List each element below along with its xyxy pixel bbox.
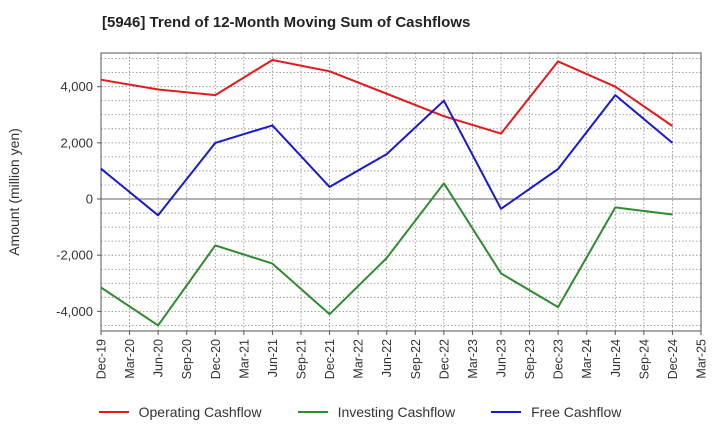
- x-tick-label: Mar-24: [580, 339, 594, 379]
- x-tick-label: Mar-25: [695, 339, 709, 379]
- x-tick-label: Mar-20: [123, 339, 137, 379]
- legend-item-free: Free Cashflow: [491, 404, 621, 420]
- y-tick-label: -2,000: [56, 248, 93, 263]
- x-tick-label: Dec-22: [437, 339, 451, 379]
- x-tick-label: Sep-22: [409, 339, 423, 379]
- x-tick-label: Mar-22: [352, 339, 366, 379]
- y-tick-label: 2,000: [60, 135, 93, 150]
- y-tick-label: 4,000: [60, 79, 93, 94]
- x-tick-label: Sep-21: [295, 339, 309, 379]
- x-tick-label: Dec-19: [95, 339, 109, 379]
- series-line-free-cashflow: [100, 94, 674, 217]
- y-tick-label: 0: [86, 192, 93, 207]
- x-tick-label: Jun-22: [380, 339, 394, 377]
- legend-swatch-investing: [297, 411, 328, 413]
- x-tick-label: Jun-23: [495, 339, 509, 377]
- x-tick-label: Jun-20: [152, 339, 166, 377]
- plot-area: [101, 53, 701, 331]
- x-tick-label: Jun-21: [266, 339, 280, 377]
- x-tick-label: Sep-24: [637, 339, 651, 379]
- x-tick-label: Sep-23: [523, 339, 537, 379]
- legend-label-investing: Investing Cashflow: [337, 404, 456, 420]
- legend-swatch-free: [491, 411, 522, 413]
- y-axis-label: Amount (million yen): [6, 128, 22, 256]
- series-line-investing-cashflow: [100, 182, 673, 327]
- x-tick-label: Dec-23: [552, 339, 566, 379]
- chart-legend: Operating Cashflow Investing Cashflow Fr…: [0, 404, 720, 420]
- legend-item-investing: Investing Cashflow: [297, 404, 456, 420]
- x-tick-label: Sep-20: [180, 339, 194, 379]
- plot-border: [100, 52, 702, 332]
- x-tick-label: Mar-23: [466, 339, 480, 379]
- x-tick-label: Dec-20: [209, 339, 223, 379]
- y-tick-label: -4,000: [56, 304, 93, 319]
- legend-label-free: Free Cashflow: [531, 404, 622, 420]
- legend-item-operating: Operating Cashflow: [98, 404, 262, 420]
- x-tick-label: Mar-21: [237, 339, 251, 379]
- x-tick-label: Jun-24: [609, 339, 623, 377]
- legend-label-operating: Operating Cashflow: [138, 404, 262, 420]
- x-tick-label: Dec-24: [666, 339, 680, 379]
- chart-title: [5946] Trend of 12-Month Moving Sum of C…: [102, 14, 471, 31]
- series-line-operating-cashflow: [100, 59, 673, 135]
- legend-swatch-operating: [98, 411, 129, 413]
- x-tick-label: Dec-21: [323, 339, 337, 379]
